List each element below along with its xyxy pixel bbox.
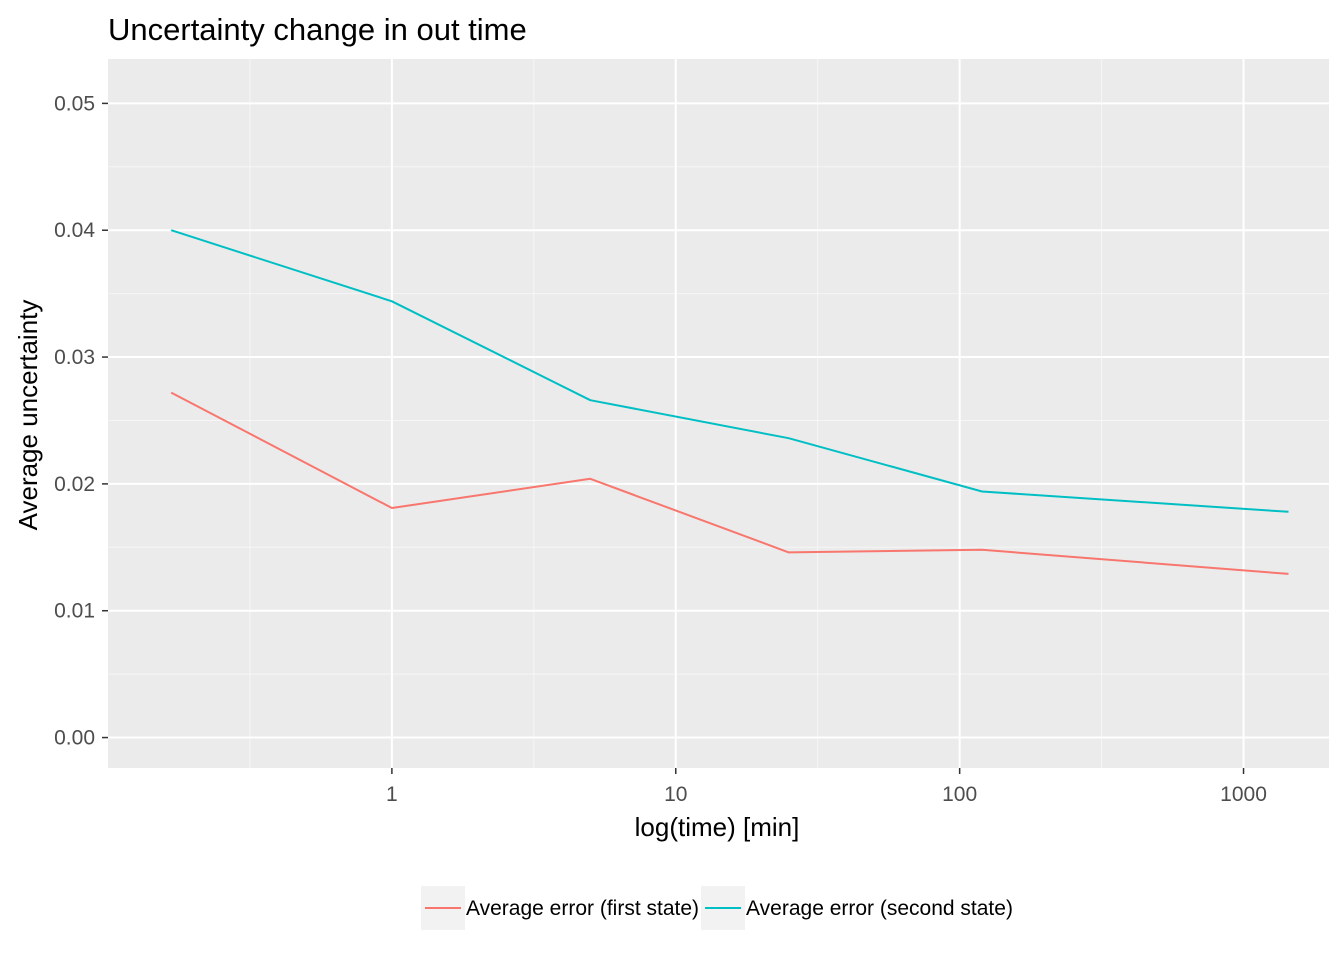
x-tick-label: 100 — [942, 783, 977, 806]
major-gridlines-y — [108, 102, 1329, 739]
legend-label: Average error (first state) — [466, 897, 699, 920]
y-axis-title: Average uncertainty — [13, 300, 43, 531]
x-tick-label: 1 — [386, 783, 398, 806]
plot-panel — [108, 59, 1329, 768]
legend-label: Average error (second state) — [746, 897, 1013, 920]
y-tick-label: 0.00 — [54, 727, 95, 750]
series-line-2 — [170, 229, 1289, 513]
x-tick-label: 1000 — [1220, 783, 1267, 806]
minor-gridlines-x — [249, 59, 1103, 768]
minor-gridlines-y — [108, 166, 1329, 675]
y-tick-label: 0.01 — [54, 600, 95, 623]
chart-title: Uncertainty change in out time — [108, 12, 527, 47]
y-tick-label: 0.02 — [54, 473, 95, 496]
x-tick-label: 10 — [664, 783, 687, 806]
y-tick-label: 0.05 — [54, 92, 95, 115]
y-tick-label: 0.04 — [54, 219, 95, 242]
legend: Average error (first state) Average error… — [421, 886, 1013, 930]
y-tick-label: 0.03 — [54, 346, 95, 369]
x-axis-title: log(time) [min] — [635, 812, 800, 842]
series-line-1 — [170, 391, 1289, 575]
major-gridlines-x — [390, 59, 1245, 768]
series-lines — [170, 229, 1289, 575]
y-axis: 0.00 0.01 0.02 0.03 0.04 0.05 — [54, 92, 108, 750]
x-axis: 1 10 100 1000 — [386, 768, 1267, 806]
